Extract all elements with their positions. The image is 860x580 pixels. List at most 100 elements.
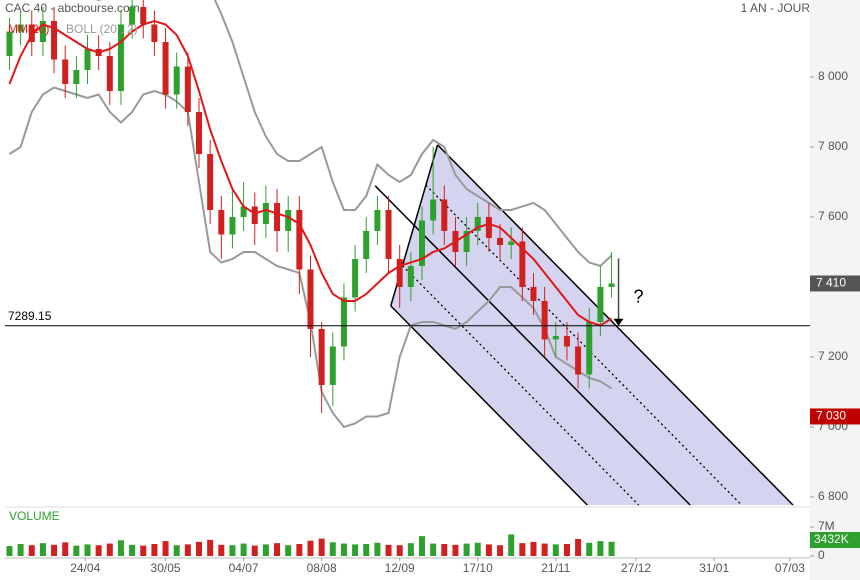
candle-body bbox=[407, 265, 414, 287]
volume-bar bbox=[418, 536, 425, 556]
candle-body bbox=[374, 209, 381, 231]
volume-bar bbox=[519, 543, 526, 556]
volume-bar bbox=[162, 541, 169, 556]
volume-bar bbox=[117, 540, 124, 556]
annotation: ? bbox=[634, 287, 644, 307]
price-box bbox=[810, 408, 860, 425]
candle-body bbox=[51, 20, 58, 60]
candle-body bbox=[519, 241, 526, 287]
volume-bar bbox=[240, 543, 247, 556]
volume-bar bbox=[218, 544, 225, 556]
candle-body bbox=[151, 24, 158, 42]
price-box-label: 7 030 bbox=[816, 409, 846, 423]
candle-body bbox=[586, 321, 593, 375]
candle-body bbox=[307, 269, 314, 329]
candle-body bbox=[497, 237, 504, 245]
volume-bar bbox=[307, 540, 314, 556]
volume-bar bbox=[173, 545, 180, 556]
period: 1 AN - JOUR bbox=[741, 1, 811, 15]
volume-bar bbox=[586, 542, 593, 556]
volume-bar bbox=[151, 543, 158, 556]
volume-bar bbox=[95, 545, 102, 556]
y-tick-label: 7 200 bbox=[818, 349, 848, 363]
candle-body bbox=[296, 209, 303, 270]
volume-bar bbox=[274, 543, 281, 556]
volume-bar bbox=[608, 541, 615, 556]
candle-body bbox=[117, 24, 124, 91]
candle-body bbox=[196, 111, 203, 154]
candle-body bbox=[597, 286, 604, 322]
candle-body bbox=[28, 24, 35, 42]
bollinger-upper bbox=[95, 0, 613, 268]
candle-body bbox=[251, 206, 258, 224]
volume-bar bbox=[28, 545, 35, 556]
volume-bar bbox=[73, 545, 80, 556]
candle-body bbox=[329, 346, 336, 385]
volume-bar bbox=[563, 543, 570, 556]
volume-bar bbox=[597, 541, 604, 556]
candle-body bbox=[541, 300, 548, 340]
x-tick-label: 27/12 bbox=[621, 561, 651, 575]
y-tick-label: 7 600 bbox=[818, 209, 848, 223]
volume-bar bbox=[184, 544, 191, 556]
legend-ma: MM(20) bbox=[8, 22, 49, 36]
candle-body bbox=[39, 20, 46, 42]
y-tick-label: 8 000 bbox=[818, 69, 848, 83]
candle-body bbox=[84, 48, 91, 70]
volume-bar bbox=[129, 544, 136, 556]
price-box bbox=[810, 275, 860, 292]
candle-body bbox=[485, 216, 492, 238]
candle-body bbox=[463, 230, 470, 252]
candle-body bbox=[285, 209, 292, 231]
candle-body bbox=[352, 258, 359, 298]
moving-average bbox=[8, 19, 613, 327]
level-label: 7289.15 bbox=[8, 309, 52, 323]
price-box-label: 7 410 bbox=[816, 276, 846, 290]
chart-title: CAC 40 - abcbourse.com bbox=[5, 1, 140, 15]
candle-body bbox=[229, 216, 236, 235]
volume-bar bbox=[396, 545, 403, 556]
pitchfork-lower bbox=[390, 305, 588, 506]
x-tick-label: 17/10 bbox=[463, 561, 493, 575]
x-tick-label: 04/07 bbox=[229, 561, 259, 575]
legend-boll: BOLL (20 , 2) bbox=[66, 22, 138, 36]
volume-bar bbox=[84, 544, 91, 556]
volume-bar bbox=[229, 545, 236, 556]
x-tick-label: 30/05 bbox=[151, 561, 181, 575]
volume-bar bbox=[318, 538, 325, 556]
candle-body bbox=[441, 199, 448, 231]
candle-body bbox=[385, 209, 392, 259]
candle-body bbox=[530, 286, 537, 301]
volume-bar bbox=[552, 544, 559, 556]
volume-bar bbox=[62, 542, 69, 556]
candle-body bbox=[508, 241, 515, 245]
volume-bar bbox=[6, 546, 13, 556]
pitchfork-upper bbox=[437, 144, 794, 506]
volume-bar bbox=[541, 543, 548, 556]
volume-bar bbox=[51, 544, 58, 556]
volume-tick-label: 7M bbox=[818, 519, 835, 533]
x-tick-label: 21/11 bbox=[541, 561, 570, 575]
arrow-head bbox=[613, 318, 624, 326]
pitchfork-quarter bbox=[402, 265, 640, 506]
volume-bar bbox=[474, 542, 481, 556]
candle-body bbox=[552, 335, 559, 340]
volume-bar bbox=[352, 544, 359, 556]
candle-body bbox=[173, 66, 180, 95]
candle-body bbox=[106, 55, 113, 91]
x-tick-label: 24/04 bbox=[70, 561, 100, 575]
candle-body bbox=[207, 153, 214, 210]
volume-bar bbox=[140, 545, 147, 556]
volume-bar bbox=[485, 544, 492, 556]
volume-bar bbox=[340, 543, 347, 556]
candle-body bbox=[129, 6, 136, 25]
volume-bar bbox=[385, 544, 392, 556]
volume-bar bbox=[575, 539, 582, 556]
volume-bar bbox=[207, 539, 214, 556]
y-tick-label: 7 800 bbox=[818, 139, 848, 153]
x-tick-label: 12/09 bbox=[385, 561, 415, 575]
candle-body bbox=[62, 59, 69, 84]
volume-title: VOLUME bbox=[9, 509, 60, 523]
volume-bar bbox=[452, 544, 459, 556]
